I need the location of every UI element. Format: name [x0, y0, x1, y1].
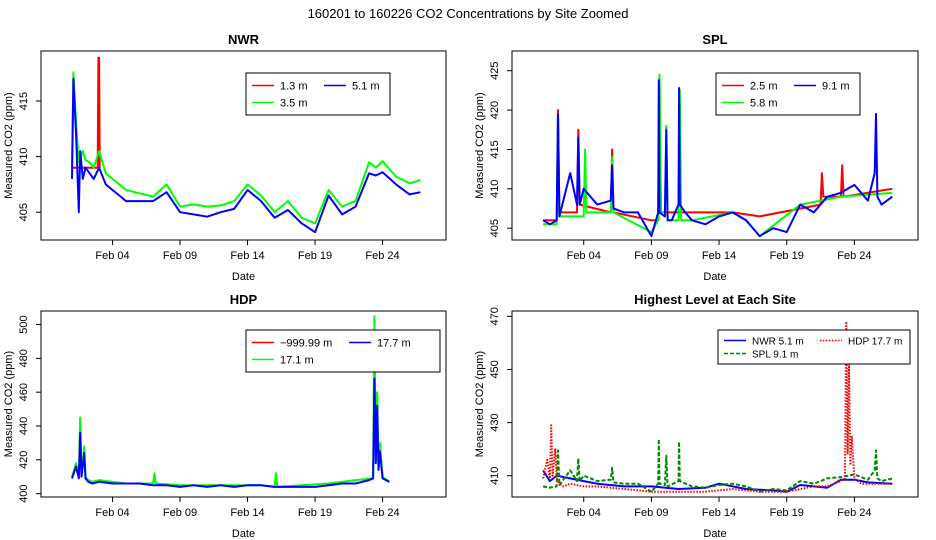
legend-label: 17.1 m	[280, 355, 314, 367]
panel-title: Highest Level at Each Site	[634, 292, 796, 307]
x-tick-label: Feb 04	[95, 507, 129, 519]
legend-label: 9.1 m	[822, 81, 850, 93]
legend: 1.3 m 5.1 m 3.5 m	[245, 72, 391, 116]
plot-frame	[40, 50, 447, 241]
y-axis-label: Measured CO2 (ppm)	[474, 351, 486, 457]
y-tick-label: 420	[489, 101, 501, 119]
x-tick-label: Feb 14	[702, 250, 736, 262]
x-axis-label: Date	[232, 528, 255, 540]
plot-frame	[511, 50, 919, 241]
series-line-1	[542, 438, 893, 493]
plot-frame	[511, 310, 919, 498]
legend-label: 5.8 m	[750, 98, 778, 110]
y-tick-label: 500	[18, 315, 30, 333]
x-tick-label: Feb 04	[567, 250, 601, 262]
y-tick-label: 405	[489, 219, 501, 237]
y-tick-label: 430	[489, 413, 501, 431]
series-group	[542, 73, 893, 238]
x-tick-label: Feb 19	[298, 250, 332, 262]
legend-label: 17.7 m	[377, 338, 411, 350]
y-axis-label: Measured CO2 (ppm)	[3, 92, 15, 198]
figure-title: 160201 to 160226 CO2 Concentrations by S…	[307, 6, 629, 21]
series-line-2	[71, 77, 421, 234]
legend: −999.99 m 17.7 m 17.1 m	[245, 329, 441, 373]
legend-box	[245, 329, 441, 373]
x-tick-label: Feb 24	[837, 507, 871, 519]
y-tick-label: 410	[18, 147, 30, 165]
legend-label: SPL 9.1 m	[752, 350, 798, 361]
x-axis-label: Date	[703, 271, 726, 283]
legend-label: NWR 5.1 m	[752, 337, 804, 348]
x-axis-label: Date	[232, 271, 255, 283]
legend-label: 1.3 m	[280, 81, 308, 93]
y-tick-label: 480	[18, 349, 30, 367]
legend-box	[717, 329, 911, 365]
y-tick-label: 410	[489, 467, 501, 485]
legend-label: 2.5 m	[750, 81, 778, 93]
y-tick-label: 410	[489, 180, 501, 198]
x-tick-label: Feb 24	[365, 250, 399, 262]
y-tick-label: 460	[18, 383, 30, 401]
panel-hdp: HDP Feb 04 Feb 09 Feb 14 Feb 19 Feb 24 400 420 4…	[3, 292, 447, 540]
legend: 2.5 m 9.1 m 5.8 m	[715, 72, 861, 116]
y-tick-label: 405	[18, 203, 30, 221]
x-tick-label: Feb 09	[163, 507, 197, 519]
y-tick-label: 450	[489, 360, 501, 378]
x-tick-label: Feb 14	[230, 507, 264, 519]
series-group	[71, 315, 390, 488]
x-tick-label: Feb 09	[163, 250, 197, 262]
series-line-1	[71, 377, 390, 488]
panel-title: NWR	[228, 32, 260, 47]
x-tick-label: Feb 19	[770, 507, 804, 519]
y-tick-label: 440	[18, 417, 30, 435]
y-tick-label: 420	[18, 451, 30, 469]
plot-frame	[40, 310, 447, 498]
legend-box	[245, 72, 391, 116]
y-tick-label: 470	[489, 307, 501, 325]
panel-nwr: NWR Feb 04 Feb 09 Feb 14 Feb 19 Feb 24 405 410 4…	[3, 32, 447, 283]
series-line-2	[542, 79, 893, 238]
legend-label: HDP 17.7 m	[848, 337, 902, 348]
x-tick-label: Feb 04	[567, 507, 601, 519]
panel-title: SPL	[702, 32, 727, 47]
y-axis-label: Measured CO2 (ppm)	[3, 351, 15, 457]
x-tick-label: Feb 19	[770, 250, 804, 262]
panel-title: HDP	[230, 292, 258, 307]
y-axis-label: Measured CO2 (ppm)	[474, 92, 486, 198]
y-tick-label: 415	[18, 92, 30, 110]
x-tick-label: Feb 19	[298, 507, 332, 519]
x-tick-label: Feb 24	[837, 250, 871, 262]
panel-spl: SPL Feb 04 Feb 09 Feb 14 Feb 19 Feb 24 405 410 4…	[474, 32, 919, 283]
y-tick-label: 425	[489, 62, 501, 80]
series-group	[71, 56, 421, 234]
x-tick-label: Feb 09	[634, 250, 668, 262]
legend-box	[715, 72, 861, 116]
x-tick-label: Feb 04	[95, 250, 129, 262]
x-axis-label: Date	[703, 528, 726, 540]
series-line-1	[71, 71, 421, 225]
y-tick-label: 415	[489, 140, 501, 158]
legend-label: 5.1 m	[352, 81, 380, 93]
x-tick-label: Feb 14	[230, 250, 264, 262]
x-tick-label: Feb 09	[634, 507, 668, 519]
legend-label: 3.5 m	[280, 98, 308, 110]
x-tick-label: Feb 24	[365, 507, 399, 519]
legend: NWR 5.1 m HDP 17.7 m SPL 9.1 m	[717, 329, 911, 365]
legend-label: −999.99 m	[280, 338, 332, 350]
y-tick-label: 400	[18, 484, 30, 502]
x-tick-label: Feb 14	[702, 507, 736, 519]
panel-highest-level: Highest Level at Each Site Feb 04 Feb 09 Fe…	[474, 292, 919, 540]
